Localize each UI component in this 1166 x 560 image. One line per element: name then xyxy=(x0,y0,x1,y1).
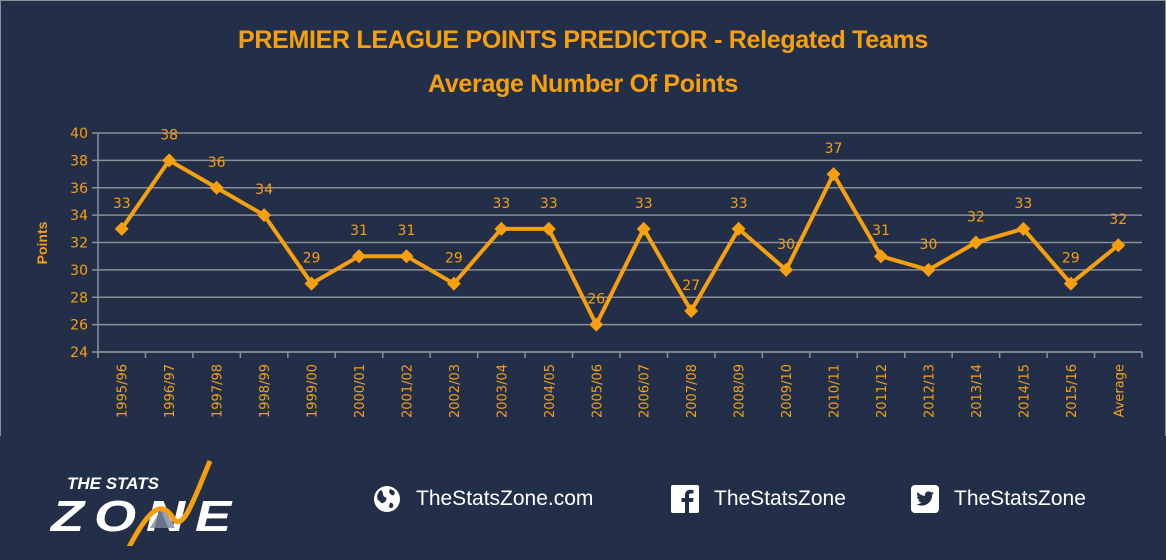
data-label: 37 xyxy=(825,141,843,157)
data-label: 38 xyxy=(160,127,178,143)
x-tick-label: 1996/97 xyxy=(163,364,178,418)
data-label: 32 xyxy=(1109,212,1127,228)
x-tick-label: 2005/06 xyxy=(590,364,605,418)
diamond-marker xyxy=(779,262,794,277)
data-label: 29 xyxy=(1062,251,1080,267)
data-label: 33 xyxy=(540,196,558,212)
diamond-marker xyxy=(257,208,272,223)
diamond-marker xyxy=(684,303,699,318)
data-label: 29 xyxy=(303,251,321,267)
twitter-label: TheStatsZone xyxy=(954,487,1086,510)
x-tick-label: 2003/04 xyxy=(495,364,510,418)
data-label: 36 xyxy=(208,155,226,171)
y-axis-label: Points xyxy=(34,221,50,264)
diamond-marker xyxy=(114,221,129,236)
x-tick-label: 2011/12 xyxy=(875,364,890,418)
facebook-icon xyxy=(671,485,699,513)
diamond-marker xyxy=(731,221,746,236)
x-tick-label: 2006/07 xyxy=(638,364,653,418)
diamond-marker xyxy=(399,249,414,264)
footer: THE STATS ZONE TheStatsZone.com TheStats… xyxy=(0,436,1166,560)
data-label: 27 xyxy=(682,278,700,294)
y-tick-label: 26 xyxy=(70,318,88,334)
line-chart: 24 26 28 30 32 34 36 38 40 Points 1995/96 1996/97… xyxy=(34,126,1143,418)
diamond-marker xyxy=(826,167,841,182)
diamond-marker xyxy=(921,262,936,277)
website-label: TheStatsZone.com xyxy=(416,487,594,510)
diamond-marker xyxy=(162,153,177,168)
x-tick-label: 2008/09 xyxy=(733,364,748,418)
x-tick-label: Average xyxy=(1112,364,1127,417)
y-tick-label: 38 xyxy=(70,153,88,169)
x-tick-label: 2002/03 xyxy=(448,364,463,418)
globe-icon xyxy=(374,486,400,512)
x-tick-label: 2012/13 xyxy=(922,364,937,418)
data-markers xyxy=(114,153,1126,332)
facebook-label: TheStatsZone xyxy=(714,487,846,510)
data-label: 33 xyxy=(492,196,510,212)
data-label: 34 xyxy=(255,182,273,198)
y-tick-label: 24 xyxy=(70,345,88,361)
data-label: 29 xyxy=(445,251,463,267)
x-tick-label: 2014/15 xyxy=(1017,364,1032,418)
x-tick-label: 2000/01 xyxy=(353,364,368,418)
x-tick-label: 1997/98 xyxy=(211,364,226,418)
y-tick-label: 40 xyxy=(70,126,88,142)
gridlines xyxy=(92,132,1142,353)
logo-text-bottom: ZONE xyxy=(49,492,241,541)
x-tick-label: 2010/11 xyxy=(828,364,843,418)
facebook-link[interactable]: TheStatsZone xyxy=(670,484,846,514)
twitter-icon xyxy=(911,485,939,513)
data-line xyxy=(120,157,1120,330)
diamond-marker xyxy=(352,249,366,264)
data-label: 33 xyxy=(730,196,748,212)
x-tick-label: 2001/02 xyxy=(400,364,415,418)
x-tick-label: 2004/05 xyxy=(543,364,558,418)
chart-subtitle: Average Number Of Points xyxy=(428,70,738,98)
data-labels: 33 38 36 34 29 31 31 29 33 33 26 33 27 33 30 37 31 30 32 33… xyxy=(113,127,1127,307)
logo-text-top: THE STATS xyxy=(67,474,160,493)
data-label: 26 xyxy=(587,292,605,308)
diamond-marker xyxy=(541,221,556,236)
x-tick-label: 2009/10 xyxy=(780,364,795,418)
y-tick-label: 36 xyxy=(70,181,88,197)
diamond-marker xyxy=(968,235,983,250)
diamond-marker xyxy=(209,180,224,195)
chart-panel xyxy=(0,0,1166,436)
data-label: 33 xyxy=(1014,196,1032,212)
x-tick-label: 2013/14 xyxy=(970,364,985,418)
x-tick-label: 2015/16 xyxy=(1065,364,1080,418)
y-tick-label: 34 xyxy=(70,208,88,224)
diamond-marker xyxy=(874,249,888,264)
data-label: 31 xyxy=(398,223,416,239)
data-label: 32 xyxy=(967,210,985,226)
y-tick-label: 30 xyxy=(70,263,88,279)
chart-title: PREMIER LEAGUE POINTS PREDICTOR - Relega… xyxy=(237,26,929,54)
the-stats-zone-logo: THE STATS ZONE xyxy=(49,460,241,546)
x-tick-label: 1998/99 xyxy=(258,364,273,418)
x-tick-label: 1999/00 xyxy=(306,364,321,418)
diamond-marker xyxy=(494,221,509,236)
x-axis: 1995/96 1996/97 1997/98 1998/99 1999/00 2000/… xyxy=(97,351,1143,418)
y-axis: 24 26 28 30 32 34 36 38 40 xyxy=(70,126,99,361)
diamond-marker xyxy=(1111,238,1126,253)
x-tick-label: 1995/96 xyxy=(116,364,131,418)
diamond-marker xyxy=(304,276,319,291)
diamond-marker xyxy=(636,221,651,236)
data-label: 31 xyxy=(872,223,890,239)
y-tick-label: 32 xyxy=(70,236,88,252)
diamond-marker xyxy=(1063,276,1078,291)
data-label: 30 xyxy=(777,237,795,253)
data-label: 30 xyxy=(920,237,938,253)
x-tick-label: 2007/08 xyxy=(685,364,700,418)
data-label: 31 xyxy=(350,223,368,239)
twitter-link[interactable]: TheStatsZone xyxy=(910,484,1086,514)
diamond-marker xyxy=(589,317,604,332)
y-tick-label: 28 xyxy=(70,290,88,306)
diamond-marker xyxy=(1016,221,1031,236)
data-label: 33 xyxy=(113,196,131,212)
diamond-marker xyxy=(446,276,461,291)
website-link[interactable]: TheStatsZone.com xyxy=(372,484,593,514)
data-label: 33 xyxy=(635,196,653,212)
